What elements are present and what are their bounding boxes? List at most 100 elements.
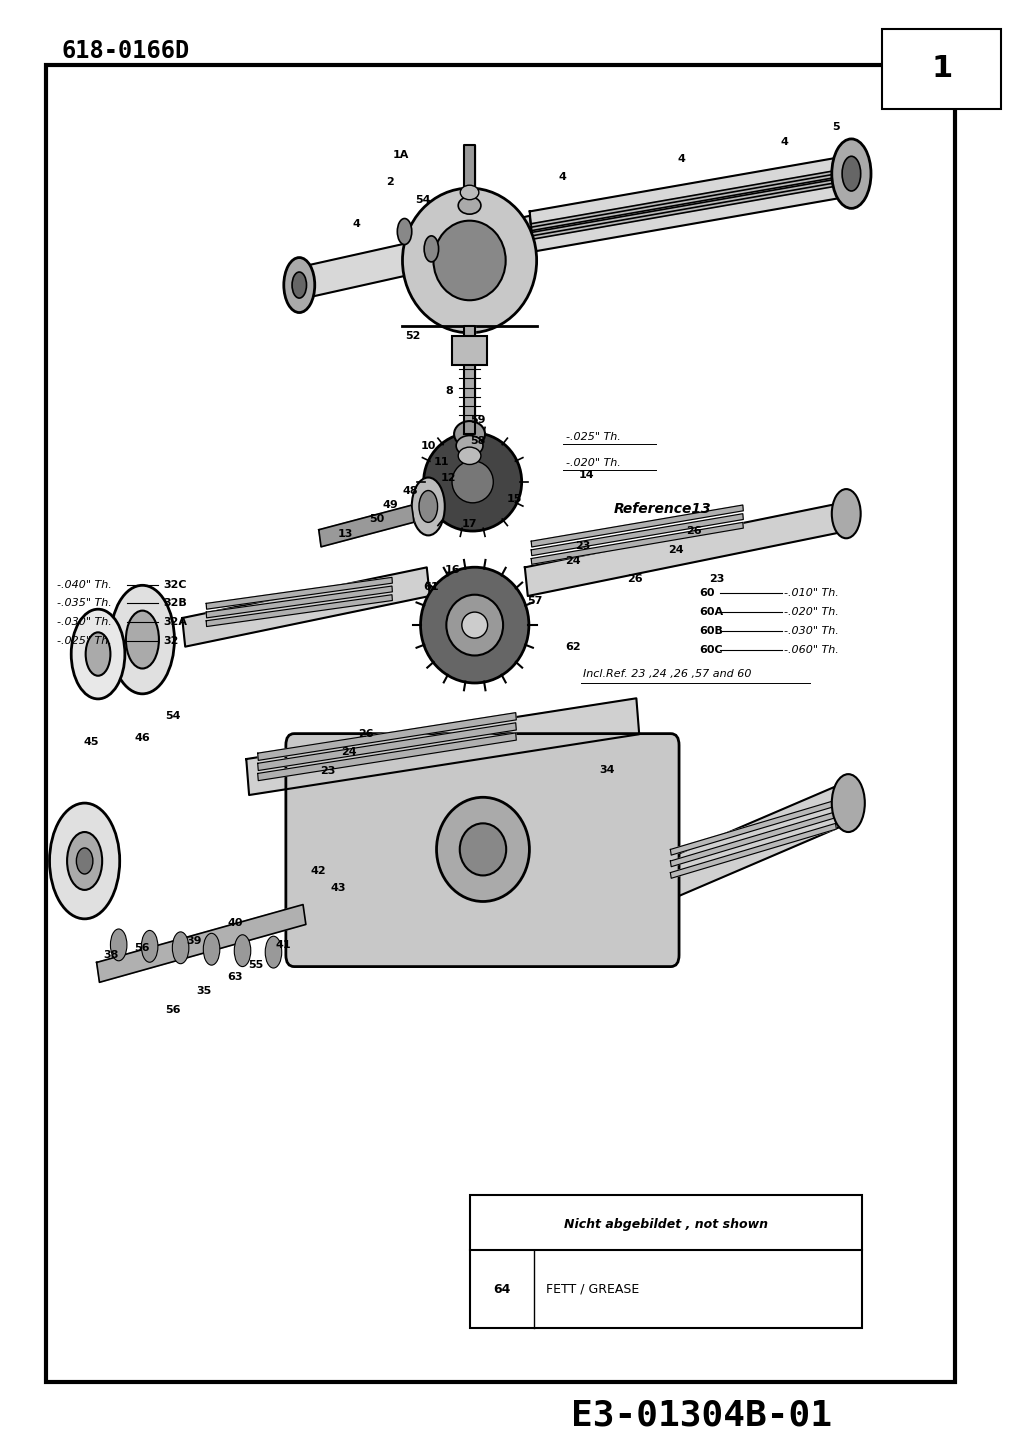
Text: 4: 4: [677, 155, 685, 164]
Ellipse shape: [423, 433, 522, 531]
Text: 12: 12: [441, 473, 457, 482]
Text: 38: 38: [104, 951, 119, 959]
Ellipse shape: [456, 436, 483, 456]
Text: 61: 61: [423, 583, 440, 592]
Ellipse shape: [110, 929, 127, 961]
Ellipse shape: [126, 611, 159, 669]
Text: 13: 13: [338, 530, 353, 538]
Text: 26: 26: [358, 729, 375, 738]
Ellipse shape: [447, 595, 504, 655]
Ellipse shape: [832, 139, 871, 208]
Text: 4: 4: [780, 137, 788, 146]
Ellipse shape: [454, 421, 485, 447]
Ellipse shape: [832, 489, 861, 538]
Text: 59: 59: [470, 415, 486, 424]
Text: 60: 60: [700, 589, 715, 598]
Text: 54: 54: [165, 712, 182, 721]
Text: -.040" Th.: -.040" Th.: [57, 580, 111, 589]
Polygon shape: [531, 169, 846, 233]
Text: 2: 2: [386, 178, 394, 187]
Text: 14: 14: [578, 470, 594, 479]
Text: 8: 8: [445, 386, 453, 395]
Text: 60A: 60A: [700, 608, 723, 616]
Text: 64: 64: [493, 1283, 510, 1295]
Text: 24: 24: [668, 546, 684, 554]
Ellipse shape: [412, 478, 445, 535]
Polygon shape: [529, 156, 848, 252]
Bar: [46, 65, 955, 1382]
Text: 52: 52: [406, 331, 420, 340]
Ellipse shape: [402, 188, 537, 333]
Text: 23: 23: [710, 574, 724, 583]
Text: 60B: 60B: [700, 627, 723, 635]
Text: -.025" Th.: -.025" Th.: [57, 637, 111, 645]
Ellipse shape: [433, 221, 506, 301]
Text: Reference13: Reference13: [614, 502, 712, 517]
Text: 26: 26: [626, 574, 643, 583]
Text: 56: 56: [134, 943, 151, 952]
Ellipse shape: [832, 774, 865, 832]
Text: 5: 5: [832, 123, 840, 132]
Text: -.025" Th.: -.025" Th.: [566, 433, 620, 441]
Polygon shape: [302, 216, 534, 298]
Ellipse shape: [284, 258, 315, 313]
Ellipse shape: [460, 185, 479, 200]
Bar: [882, 29, 1001, 109]
Ellipse shape: [460, 823, 506, 875]
Text: 4: 4: [352, 220, 360, 229]
Polygon shape: [247, 699, 639, 794]
Ellipse shape: [842, 156, 861, 191]
Ellipse shape: [265, 936, 282, 968]
Text: 10: 10: [421, 441, 436, 450]
Text: 48: 48: [402, 486, 419, 495]
Text: 32A: 32A: [163, 618, 187, 627]
Text: 4: 4: [558, 172, 567, 181]
Polygon shape: [258, 724, 516, 770]
Ellipse shape: [76, 848, 93, 874]
Text: 23: 23: [321, 767, 335, 776]
Ellipse shape: [67, 832, 102, 890]
Bar: [470, 1195, 862, 1328]
Polygon shape: [671, 823, 836, 878]
Text: -.030" Th.: -.030" Th.: [784, 627, 839, 635]
Text: 46: 46: [134, 734, 151, 742]
Text: 26: 26: [685, 527, 702, 535]
Text: -.020" Th.: -.020" Th.: [784, 608, 839, 616]
Text: 24: 24: [341, 748, 357, 757]
Text: 54: 54: [415, 195, 431, 204]
Polygon shape: [671, 812, 836, 867]
Text: 55: 55: [249, 961, 263, 969]
Ellipse shape: [458, 197, 481, 214]
Text: Incl.Ref. 23 ,24 ,26 ,57 and 60: Incl.Ref. 23 ,24 ,26 ,57 and 60: [583, 670, 751, 679]
Polygon shape: [258, 734, 516, 780]
Text: -.030" Th.: -.030" Th.: [57, 618, 111, 627]
Text: 49: 49: [382, 501, 398, 509]
Polygon shape: [531, 175, 846, 239]
Polygon shape: [671, 800, 836, 855]
Polygon shape: [656, 784, 850, 901]
Ellipse shape: [110, 585, 174, 695]
Ellipse shape: [437, 797, 529, 901]
Ellipse shape: [86, 632, 110, 676]
Polygon shape: [531, 522, 743, 564]
Ellipse shape: [141, 930, 158, 962]
Polygon shape: [464, 145, 475, 210]
Text: 34: 34: [599, 765, 615, 774]
Ellipse shape: [458, 447, 481, 464]
Text: -.035" Th.: -.035" Th.: [57, 599, 111, 608]
Text: -.060" Th.: -.060" Th.: [784, 645, 839, 654]
Text: 15: 15: [507, 495, 521, 504]
Text: 1: 1: [931, 54, 953, 84]
Text: 42: 42: [310, 867, 326, 875]
Text: 41: 41: [276, 941, 292, 949]
Polygon shape: [531, 172, 846, 236]
Polygon shape: [531, 514, 743, 556]
Ellipse shape: [292, 272, 307, 298]
Text: 63: 63: [227, 972, 244, 981]
Polygon shape: [206, 586, 392, 618]
Ellipse shape: [421, 567, 528, 683]
Text: 58: 58: [471, 437, 485, 446]
Text: 57: 57: [527, 596, 542, 605]
Text: 24: 24: [565, 557, 581, 566]
Text: 56: 56: [165, 1006, 182, 1014]
